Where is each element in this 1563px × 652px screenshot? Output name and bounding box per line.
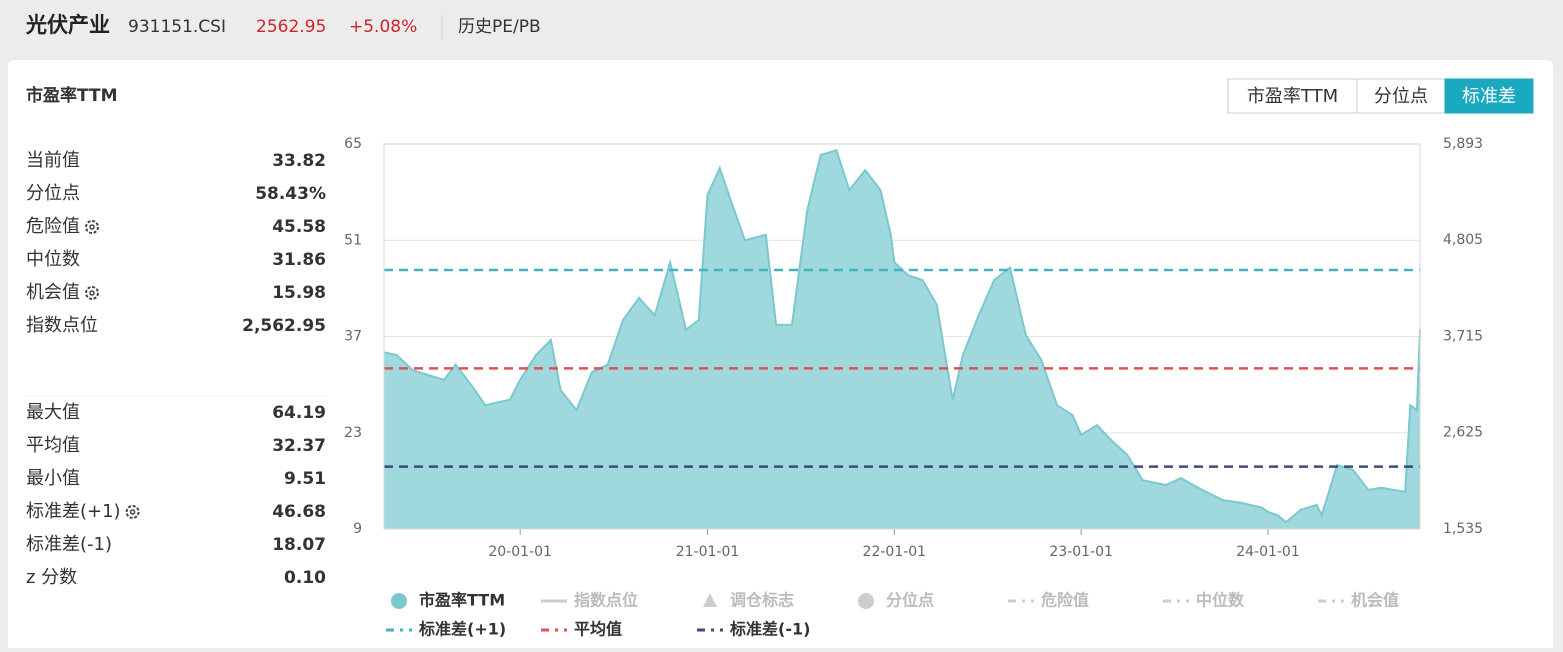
stat-value: 9.51 xyxy=(284,469,326,489)
stat-value: 64.19 xyxy=(272,403,326,423)
y-tick-label: 9 xyxy=(353,521,362,537)
stat-label: z 分数 xyxy=(26,567,77,588)
gear-hole xyxy=(129,509,136,515)
button-label[interactable]: 分位点 xyxy=(1374,86,1428,107)
stat-value: 32.37 xyxy=(272,436,326,456)
stat-label: 标准差(+1) xyxy=(26,501,121,522)
y-tick-label: 65 xyxy=(344,136,362,152)
button[interactable] xyxy=(1227,78,1358,114)
y2-tick-label: 1,535 xyxy=(1443,521,1483,537)
button-group: 市盈率TTM 分位点 标准差 xyxy=(1227,78,1534,114)
x-tick-label: 20-01-01 xyxy=(488,544,552,560)
gear-icon[interactable] xyxy=(85,286,99,300)
y2-tick-label: 3,715 xyxy=(1443,328,1483,344)
index-title: 光伏产业 xyxy=(25,13,110,37)
area xyxy=(384,150,1420,529)
legend-label[interactable]: 市盈率TTM xyxy=(419,591,505,610)
stat-value: 33.82 xyxy=(272,151,326,171)
stats: 当前值 33.82 分位点 58.43% 危险值 45.58 中位数 31.86 机会值 15.9… xyxy=(26,150,326,588)
legend-label[interactable]: 中位数 xyxy=(1196,591,1245,610)
stat-label: 标准差(-1) xyxy=(26,534,112,555)
button-label[interactable]: 标准差 xyxy=(1462,86,1516,107)
stat-label: 最小值 xyxy=(26,468,80,489)
stat-value: 2,562.95 xyxy=(242,316,326,336)
stat-value: 18.07 xyxy=(272,535,326,555)
button-label[interactable]: 市盈率TTM xyxy=(1247,86,1338,107)
change: +5.08% xyxy=(349,17,417,37)
x-tick-label: 22-01-01 xyxy=(863,544,927,560)
stat-value: 45.58 xyxy=(272,217,326,237)
legend-label[interactable]: 调仓标志 xyxy=(730,591,794,610)
legend-label[interactable]: 标准差(-1) xyxy=(729,620,810,639)
gear-hole xyxy=(89,224,95,230)
y2-tick-label: 2,625 xyxy=(1443,425,1483,441)
stat-value: 31.86 xyxy=(272,250,326,270)
legend-label[interactable]: 标准差(+1) xyxy=(418,620,506,639)
stat-label: 危险值 xyxy=(26,216,80,237)
y-tick-label: 23 xyxy=(344,425,362,441)
y2-tick-label: 4,805 xyxy=(1443,232,1483,248)
legend-label[interactable]: 危险值 xyxy=(1041,591,1089,610)
gear-icon[interactable] xyxy=(125,505,140,519)
stat-label: 平均值 xyxy=(26,435,80,456)
stat-label: 当前值 xyxy=(26,150,80,171)
stat-label: 分位点 xyxy=(26,183,80,204)
button[interactable] xyxy=(1444,78,1534,114)
legend-marker xyxy=(858,593,874,609)
y2-tick-label: 5,893 xyxy=(1443,136,1483,152)
legend-label[interactable]: 指数点位 xyxy=(574,591,638,610)
legend-marker xyxy=(703,593,717,607)
stat-label: 最大值 xyxy=(26,402,80,423)
x-tick-label: 23-01-01 xyxy=(1049,544,1113,560)
stat-label: 指数点位 xyxy=(26,315,98,336)
legend-label[interactable]: 平均值 xyxy=(574,620,622,639)
index-code: 931151.CSI xyxy=(128,17,226,37)
y-tick-label: 51 xyxy=(344,232,362,248)
gear-icon[interactable] xyxy=(85,220,99,234)
legend-label[interactable]: 分位点 xyxy=(886,591,934,610)
y-tick-label: 37 xyxy=(344,329,362,345)
legend-label[interactable]: 机会值 xyxy=(1351,591,1399,610)
x-tick-label: 21-01-01 xyxy=(676,544,740,560)
plot-border xyxy=(383,143,1421,530)
tab[interactable]: 历史PE/PB xyxy=(458,17,541,37)
panel-title: 市盈率TTM xyxy=(26,85,118,106)
stat-value: 15.98 xyxy=(272,283,326,303)
gear-hole xyxy=(89,290,95,296)
price: 2562.95 xyxy=(256,17,326,37)
stat-value: 0.10 xyxy=(284,568,326,588)
stat-value: 58.43% xyxy=(255,184,326,204)
stat-label: 中位数 xyxy=(26,249,80,270)
legend-marker xyxy=(391,593,407,609)
button[interactable] xyxy=(1356,78,1446,114)
x-tick-label: 24-01-01 xyxy=(1236,544,1300,560)
chart: 9 23 37 51 65 1,535 2,625 3,715 4,805 5,893 20-01-… xyxy=(344,136,1483,639)
stat-label: 机会值 xyxy=(26,282,80,303)
stat-value: 46.68 xyxy=(272,502,326,522)
